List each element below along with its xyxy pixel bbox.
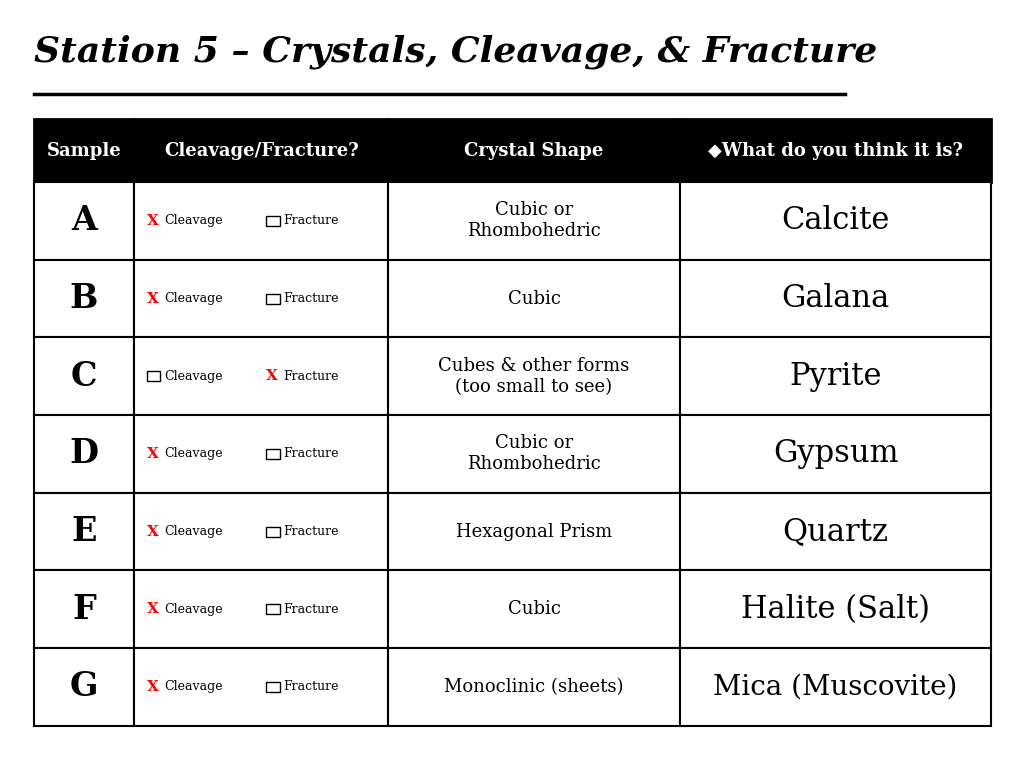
Text: Mica (Muscovite): Mica (Muscovite) [714,674,957,700]
Text: Cubic or
Rhombohedric: Cubic or Rhombohedric [467,201,601,240]
Text: Fracture: Fracture [284,369,339,382]
Text: Station 5 – Crystals, Cleavage, & Fracture: Station 5 – Crystals, Cleavage, & Fractu… [34,35,877,69]
Text: Gypsum: Gypsum [773,439,898,469]
Bar [680,260,991,337]
Text: Cleavage: Cleavage [164,214,222,227]
Bar [388,337,680,415]
Text: Fracture: Fracture [284,448,339,460]
Bar [34,571,134,648]
Text: Cleavage: Cleavage [164,448,222,460]
Text: Cleavage: Cleavage [164,680,222,694]
Bar [388,415,680,493]
Bar [266,293,280,303]
Text: Hexagonal Prism: Hexagonal Prism [456,522,612,541]
Bar [388,119,680,182]
Bar [134,182,388,260]
Text: Crystal Shape: Crystal Shape [464,141,604,160]
Text: B: B [70,282,98,315]
Text: X: X [146,214,159,228]
Bar [680,571,991,648]
Text: E: E [72,515,97,548]
Text: X: X [146,602,159,616]
Text: Halite (Salt): Halite (Salt) [741,594,930,624]
Text: X: X [146,292,159,306]
Bar [134,648,388,726]
Bar [134,415,388,493]
Text: Cubic: Cubic [508,601,560,618]
Bar [388,648,680,726]
Text: Cubes & other forms
(too small to see): Cubes & other forms (too small to see) [438,357,630,396]
Bar [680,182,991,260]
Text: Cleavage: Cleavage [164,525,222,538]
Bar [134,119,388,182]
Text: Fracture: Fracture [284,214,339,227]
Bar [680,415,991,493]
Bar [134,571,388,648]
Bar [388,493,680,571]
Bar [34,337,134,415]
Text: ◆What do you think it is?: ◆What do you think it is? [709,141,964,160]
Bar [34,182,134,260]
Bar [266,604,280,614]
Text: Monoclinic (sheets): Monoclinic (sheets) [444,678,624,696]
Bar [266,527,280,537]
Text: Quartz: Quartz [782,516,889,547]
Text: Cleavage: Cleavage [164,292,222,305]
Bar [134,493,388,571]
Text: Sample: Sample [47,141,122,160]
Bar [134,260,388,337]
Text: Cubic or
Rhombohedric: Cubic or Rhombohedric [467,435,601,473]
Bar [680,493,991,571]
Text: G: G [70,670,98,703]
Text: D: D [70,438,98,470]
Bar [388,182,680,260]
Bar [266,216,280,226]
Bar [146,371,160,381]
Bar [388,260,680,337]
Bar [680,337,991,415]
Bar [34,119,134,182]
Bar [266,682,280,692]
Text: Galana: Galana [781,283,890,314]
Bar [134,337,388,415]
Text: Cleavage: Cleavage [164,603,222,616]
Text: Cleavage: Cleavage [164,369,222,382]
Text: Fracture: Fracture [284,680,339,694]
Text: C: C [71,359,97,392]
Text: Calcite: Calcite [781,205,890,237]
Bar [388,571,680,648]
Bar [680,648,991,726]
Text: F: F [72,593,96,626]
Text: X: X [146,680,159,694]
Text: Fracture: Fracture [284,603,339,616]
Text: Pyrite: Pyrite [790,361,882,392]
Bar [680,119,991,182]
Text: Fracture: Fracture [284,292,339,305]
Text: X: X [146,447,159,461]
Text: Cubic: Cubic [508,290,560,307]
Text: X: X [266,369,279,383]
Bar [34,415,134,493]
Text: X: X [146,525,159,538]
Text: A: A [71,204,97,237]
Text: Fracture: Fracture [284,525,339,538]
Bar [34,648,134,726]
Bar [266,449,280,459]
Text: Cleavage/Fracture?: Cleavage/Fracture? [164,141,358,160]
Bar [34,493,134,571]
Bar [34,260,134,337]
